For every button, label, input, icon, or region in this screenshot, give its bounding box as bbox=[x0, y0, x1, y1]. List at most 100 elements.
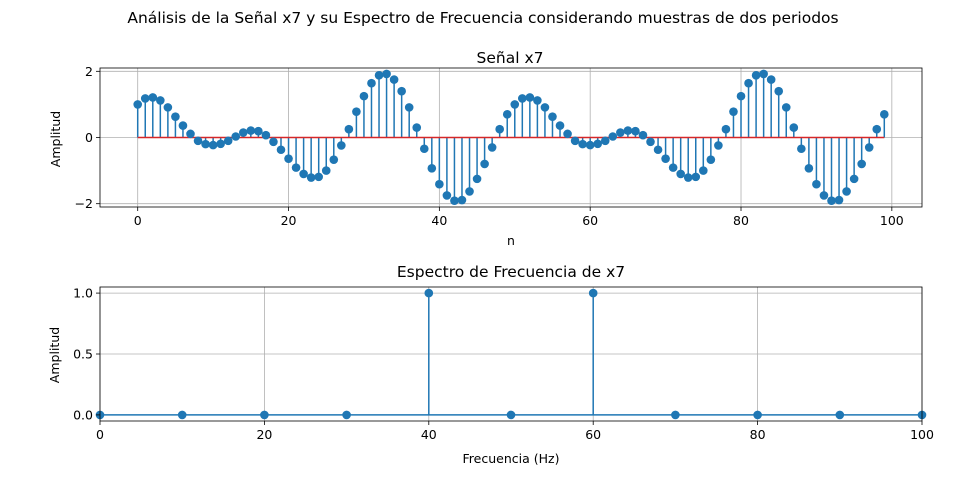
signal-plot-marker bbox=[631, 126, 640, 136]
signal-plot-marker bbox=[246, 126, 256, 135]
signal-plot-marker bbox=[269, 137, 278, 147]
signal-plot-marker bbox=[653, 145, 663, 155]
signal-plot-marker bbox=[314, 172, 323, 182]
signal-plot-ytick-label: 0 bbox=[85, 130, 93, 145]
signal-plot-ytick-label: 2 bbox=[85, 64, 93, 79]
signal-plot-marker bbox=[359, 91, 369, 101]
spectrum-plot-marker bbox=[506, 410, 516, 420]
signal-plot-marker bbox=[721, 124, 731, 134]
signal-plot-marker bbox=[299, 169, 308, 179]
signal-plot-marker bbox=[729, 107, 738, 116]
signal-plot-marker bbox=[382, 69, 391, 79]
spectrum-plot-xlabel: Frecuencia (Hz) bbox=[463, 451, 560, 466]
signal-plot-marker bbox=[442, 191, 452, 200]
signal-plot-marker bbox=[133, 100, 143, 109]
signal-plot-marker bbox=[744, 78, 753, 88]
signal-plot-marker bbox=[759, 69, 768, 79]
signal-plot-marker bbox=[337, 141, 346, 150]
signal-plot-marker bbox=[306, 173, 316, 182]
signal-plot-marker bbox=[879, 110, 889, 119]
spectrum-plot-ylabel: Amplitud bbox=[47, 327, 62, 383]
signal-plot-marker bbox=[276, 145, 286, 155]
spectrum-plot-marker bbox=[835, 410, 845, 420]
signal-plot-marker bbox=[178, 121, 188, 130]
spectrum-plot-marker bbox=[588, 288, 598, 298]
signal-plot-marker bbox=[291, 163, 301, 172]
signal-plot-marker bbox=[540, 103, 550, 112]
signal-plot-xlabel: n bbox=[507, 233, 515, 248]
signal-plot-marker bbox=[661, 154, 670, 163]
signal-plot-marker bbox=[208, 140, 218, 150]
figure-suptitle: Análisis de la Señal x7 y su Espectro de… bbox=[127, 9, 838, 27]
signal-plot-marker bbox=[834, 195, 844, 205]
signal-plot-marker bbox=[563, 129, 572, 139]
signal-plot-marker bbox=[480, 159, 489, 169]
signal-plot-stems bbox=[133, 69, 889, 206]
signal-plot-marker bbox=[819, 191, 829, 200]
signal-plot-marker bbox=[518, 94, 527, 103]
signal-plot-title: Señal x7 bbox=[477, 49, 544, 67]
signal-plot-marker bbox=[691, 172, 701, 182]
signal-plot-marker bbox=[593, 139, 603, 149]
signal-plot-marker bbox=[623, 126, 633, 135]
signal-plot-marker bbox=[231, 132, 241, 141]
spectrum-plot-marker bbox=[177, 410, 187, 420]
signal-plot-marker bbox=[352, 107, 361, 116]
signal-plot-marker bbox=[163, 103, 173, 112]
spectrum-plot-xtick-label: 60 bbox=[585, 427, 601, 442]
signal-plot-marker bbox=[781, 103, 791, 112]
signal-plot-marker bbox=[525, 93, 535, 102]
signal-plot-marker bbox=[864, 143, 874, 152]
signal-plot-xtick-label: 40 bbox=[431, 213, 447, 228]
signal-plot-marker bbox=[171, 112, 180, 121]
signal-plot-marker bbox=[872, 124, 882, 134]
signal-plot-frame bbox=[99, 67, 923, 208]
signal-plot-marker bbox=[495, 124, 504, 134]
signal-plot-marker bbox=[193, 136, 203, 146]
spectrum-plot-ytick-label: 0.0 bbox=[73, 407, 93, 422]
signal-plot-marker bbox=[284, 154, 293, 163]
signal-plot-marker bbox=[148, 93, 158, 102]
signal-plot-marker bbox=[548, 112, 557, 121]
signal-plot-marker bbox=[427, 163, 437, 173]
spectrum-plot-ticks: 0 20 40 60 80 100 0.0 0.5 1.0 bbox=[73, 286, 934, 442]
signal-plot-marker bbox=[849, 174, 859, 184]
signal-plot-marker bbox=[457, 195, 467, 205]
spectrum-plot-title: Espectro de Frecuencia de x7 bbox=[397, 263, 625, 281]
signal-plot-marker bbox=[714, 141, 723, 150]
spectrum-plot-marker bbox=[671, 410, 680, 420]
signal-plot-marker bbox=[140, 94, 150, 103]
signal-plot-marker bbox=[156, 96, 165, 105]
spectrum-plot-marker bbox=[753, 410, 762, 420]
signal-plot-marker bbox=[789, 123, 799, 132]
signal-plot-marker bbox=[616, 128, 625, 137]
signal-plot-marker bbox=[585, 140, 595, 150]
signal-plot-marker bbox=[706, 155, 716, 164]
signal-plot-marker bbox=[646, 137, 655, 147]
signal-plot-marker bbox=[374, 70, 384, 80]
spectrum-plot-xtick-label: 0 bbox=[96, 427, 104, 442]
signal-plot-marker bbox=[555, 121, 565, 130]
signal-plot-marker bbox=[389, 75, 399, 84]
signal-plot-marker bbox=[812, 179, 821, 189]
signal-plot-marker bbox=[570, 136, 580, 146]
signal-plot-marker bbox=[827, 196, 836, 206]
spectrum-plot-grid bbox=[99, 287, 923, 421]
signal-plot-marker bbox=[668, 163, 678, 172]
spectrum-plot-xtick-label: 40 bbox=[421, 427, 437, 442]
spectrum-plot-marker bbox=[342, 410, 351, 420]
signal-plot-marker bbox=[578, 139, 587, 149]
signal-plot: Señal x7 0 20 40 60 80 100 −2 0 2 n Amplitud bbox=[48, 49, 923, 248]
spectrum-plot-xtick-label: 20 bbox=[256, 427, 272, 442]
signal-plot-marker bbox=[774, 86, 784, 96]
signal-plot-xtick-label: 0 bbox=[134, 213, 142, 228]
signal-plot-marker bbox=[254, 126, 263, 136]
signal-plot-marker bbox=[638, 130, 648, 140]
signal-plot-ticks: 0 20 40 60 80 100 −2 0 2 bbox=[75, 64, 904, 228]
signal-plot-marker bbox=[419, 144, 429, 154]
signal-plot-marker bbox=[842, 187, 851, 196]
signal-plot-marker bbox=[321, 166, 331, 175]
signal-plot-marker bbox=[216, 139, 225, 149]
signal-plot-xtick-label: 80 bbox=[733, 213, 749, 228]
